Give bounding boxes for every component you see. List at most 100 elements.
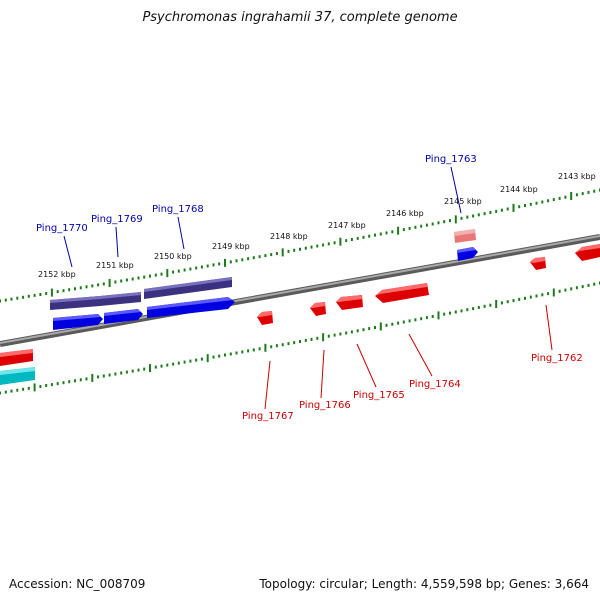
gene-ping-1768-selected[interactable]: [144, 277, 232, 299]
inner-scale-minor-tick: [252, 348, 255, 352]
gene-ping-1763-pseudo[interactable]: [454, 229, 476, 243]
inner-scale-minor-tick: [293, 341, 296, 345]
outer-scale-minor-tick: [449, 219, 451, 223]
outer-scale-minor-tick: [149, 274, 151, 278]
outer-scale-minor-tick: [16, 296, 19, 300]
inner-scale-minor-tick: [575, 286, 578, 290]
outer-scale-minor-tick: [472, 214, 475, 218]
outer-scale-minor-tick: [437, 221, 440, 225]
outer-scale-minor-tick: [593, 189, 596, 193]
gene-ping-1769[interactable]: [104, 309, 143, 324]
gene-ping-1769-selected[interactable]: [100, 292, 141, 306]
inner-scale-minor-tick: [224, 353, 226, 357]
inner-scale-minor-tick: [345, 331, 348, 335]
outer-scale-minor-tick: [356, 236, 359, 240]
inner-scale-minor-tick: [125, 370, 128, 374]
outer-scale-minor-tick: [143, 275, 146, 279]
inner-scale-minor-tick: [275, 344, 278, 348]
scale-label-2147: 2147 kbp: [328, 221, 366, 230]
minus-callouts: [264, 304, 553, 410]
outer-scale-minor-tick: [27, 294, 30, 298]
outer-scale-minor-tick: [79, 286, 82, 290]
outer-scale-minor-tick: [477, 213, 480, 217]
outer-scale-major-tick: [339, 237, 342, 246]
inner-scale-minor-tick: [62, 381, 65, 385]
gene-ping-1770[interactable]: [53, 314, 103, 330]
outer-scale-minor-tick: [535, 201, 538, 205]
inner-scale-minor-tick: [506, 300, 509, 304]
inner-scale-major-tick: [495, 300, 498, 308]
callout-line-ping-1764: [408, 333, 433, 377]
outer-scale-minor-tick: [374, 233, 376, 237]
inner-scale-minor-tick: [425, 316, 428, 320]
map-title: Psychromonas ingrahamii 37, complete gen…: [142, 10, 458, 25]
outer-scale-minor-tick: [252, 256, 255, 260]
gene-label-ping-1769: Ping_1769: [91, 214, 143, 225]
inner-scale-minor-tick: [414, 318, 417, 322]
scale-label-2146: 2146 kbp: [386, 209, 424, 218]
inner-scale-major-tick: [379, 322, 382, 331]
accession-label: Accession: NC_008709: [9, 577, 146, 591]
callout-line-ping-1766: [320, 349, 325, 399]
outer-scale-minor-tick: [125, 278, 128, 282]
inner-scale-minor-tick: [420, 317, 423, 321]
outer-scale-minor-tick: [131, 277, 134, 281]
inner-scale-minor-tick: [74, 379, 76, 383]
inner-scale-major-tick: [322, 333, 325, 342]
inner-scale-minor-tick: [45, 384, 48, 387]
outer-scale-minor-tick: [518, 205, 521, 209]
inner-scale-minor-tick: [316, 336, 319, 340]
gene-ping-1762[interactable]: [530, 257, 546, 270]
outer-scale-minor-tick: [333, 241, 336, 245]
callout-line-ping-1765: [356, 343, 377, 388]
outer-scale-minor-tick: [177, 269, 180, 273]
scale-label-2148: 2148 kbp: [270, 232, 308, 241]
outer-scale-minor-tick: [85, 285, 88, 289]
gene-ping-1768[interactable]: [147, 297, 235, 318]
gene-left-cyan[interactable]: [0, 367, 35, 385]
gene-ping-1765[interactable]: [336, 295, 363, 310]
gene-ping-1764[interactable]: [375, 283, 429, 303]
outer-scale-minor-tick: [287, 249, 290, 253]
outer-scale-minor-tick: [189, 267, 192, 271]
outer-scale-minor-tick: [489, 211, 492, 214]
inner-scale-minor-tick: [229, 352, 232, 356]
inner-scale-minor-tick: [477, 306, 480, 309]
inner-scale-minor-tick: [500, 301, 503, 305]
outer-scale-minor-tick: [322, 243, 325, 247]
inner-scale-minor-tick: [16, 388, 19, 392]
outer-scale-minor-tick: [379, 232, 382, 236]
inner-scale-minor-tick: [524, 296, 526, 300]
outer-scale-major-tick: [570, 192, 573, 200]
outer-scale-minor-tick: [206, 264, 209, 268]
inner-scale-minor-tick: [177, 361, 180, 365]
outer-scale-minor-tick: [4, 298, 7, 302]
gene-ping-1763[interactable]: [457, 247, 478, 261]
inner-scale-minor-tick: [258, 347, 261, 351]
inner-scale-minor-tick: [581, 285, 584, 289]
outer-scale-minor-tick: [56, 290, 59, 294]
inner-scale-minor-tick: [339, 332, 342, 336]
gene-ping-1766[interactable]: [310, 302, 326, 316]
inner-scale-major-tick: [264, 343, 267, 352]
inner-scale-minor-tick: [10, 389, 13, 393]
gene-ping-1770-selected[interactable]: [50, 296, 100, 310]
inner-scale-minor-tick: [385, 323, 388, 327]
outer-scale-minor-tick: [391, 230, 394, 234]
gene-label-ping-1768: Ping_1768: [152, 204, 204, 215]
inner-scale-minor-tick: [160, 364, 163, 368]
gene-right-edge-red[interactable]: [575, 244, 600, 261]
inner-scale-minor-tick: [137, 368, 140, 372]
genome-info-label: Topology: circular; Length: 4,559,598 bp…: [259, 577, 589, 591]
inner-scale-minor-tick: [235, 351, 238, 355]
outer-scale-minor-tick: [587, 190, 590, 194]
inner-scale-major-tick: [206, 354, 209, 363]
inner-scale-minor-tick: [483, 304, 486, 308]
inner-scale-minor-tick: [154, 365, 157, 369]
gene-left-red[interactable]: [0, 349, 33, 366]
outer-scale-minor-tick: [120, 279, 123, 283]
scale-label-2143: 2143 kbp: [558, 172, 596, 181]
inner-scale-major-tick: [149, 364, 151, 373]
gene-ping-1767[interactable]: [257, 311, 273, 325]
